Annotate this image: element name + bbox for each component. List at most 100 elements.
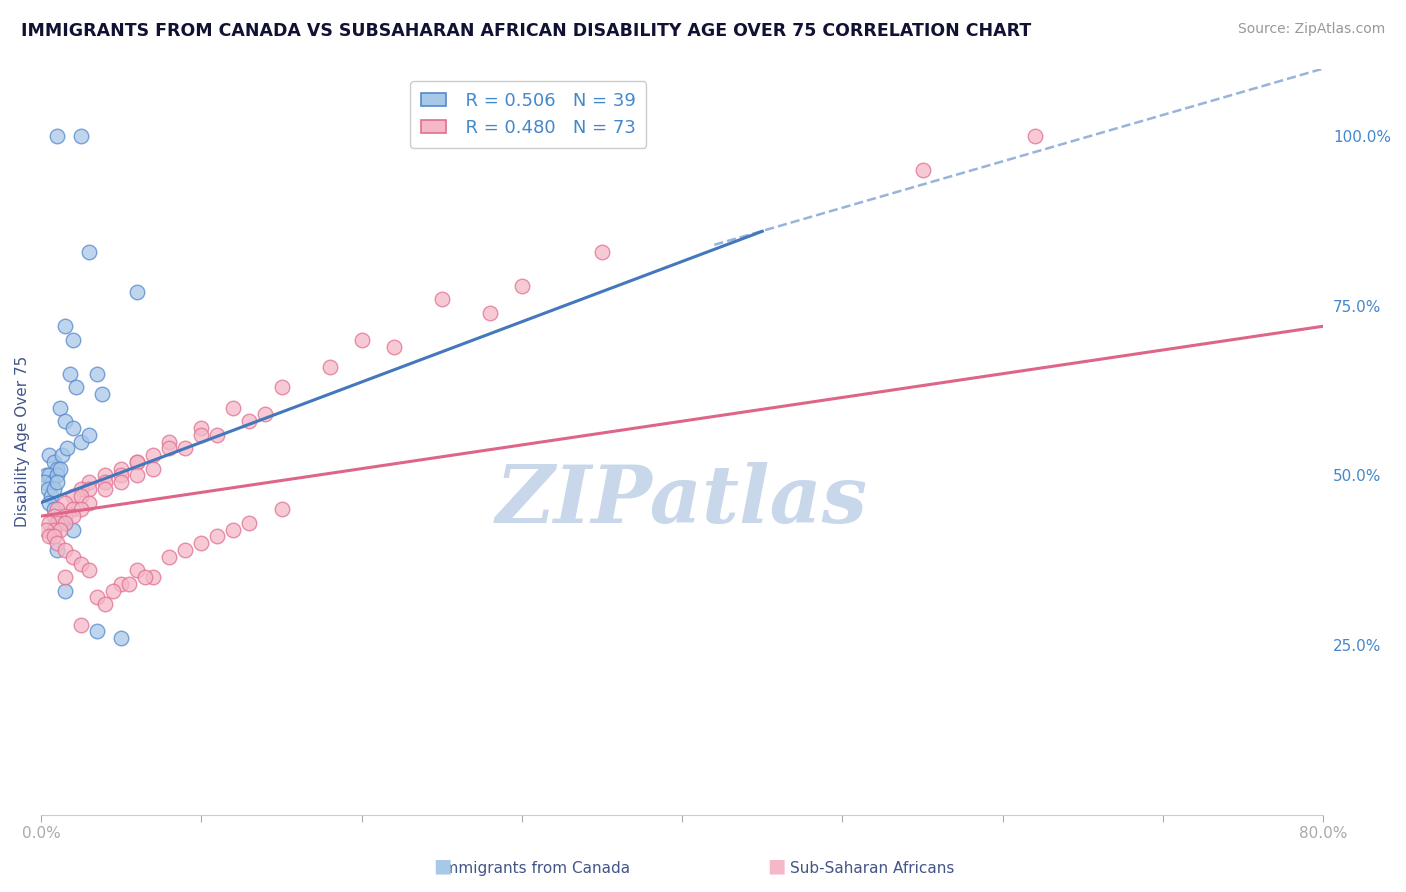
Point <box>42 502 65 516</box>
Point <box>94 468 117 483</box>
Point <box>53 543 76 558</box>
Point <box>110 631 132 645</box>
Point <box>42 455 65 469</box>
Point <box>134 570 156 584</box>
Point <box>53 516 76 530</box>
Point <box>127 455 149 469</box>
Point <box>35 523 58 537</box>
Point <box>382 340 405 354</box>
Point <box>510 278 533 293</box>
Point <box>157 549 180 564</box>
Point <box>270 380 292 394</box>
Point <box>53 509 76 524</box>
Point <box>41 475 63 490</box>
Point <box>127 455 149 469</box>
Point <box>77 495 100 509</box>
Point <box>110 577 132 591</box>
Point <box>118 577 141 591</box>
Point <box>238 414 260 428</box>
Point <box>62 523 84 537</box>
Point <box>55 442 77 456</box>
Point <box>86 591 108 605</box>
Point <box>53 495 76 509</box>
Point <box>70 434 93 449</box>
Point <box>91 387 114 401</box>
Text: ZIPatlas: ZIPatlas <box>496 462 869 540</box>
Point <box>38 516 60 530</box>
Point <box>1024 129 1046 144</box>
Point <box>49 461 72 475</box>
Point <box>49 509 72 524</box>
Point <box>62 489 84 503</box>
Point <box>77 482 100 496</box>
Point <box>190 536 212 550</box>
Point <box>38 495 60 509</box>
Point <box>59 367 82 381</box>
Point <box>38 529 60 543</box>
Point <box>38 448 60 462</box>
Y-axis label: Disability Age Over 75: Disability Age Over 75 <box>15 356 30 527</box>
Point <box>46 536 69 550</box>
Point <box>65 380 87 394</box>
Point <box>37 482 59 496</box>
Point <box>42 529 65 543</box>
Point <box>42 482 65 496</box>
Point <box>77 244 100 259</box>
Text: Immigrants from Canada: Immigrants from Canada <box>439 861 630 876</box>
Text: ■: ■ <box>433 857 453 876</box>
Point <box>62 509 84 524</box>
Point <box>46 129 69 144</box>
Point <box>77 427 100 442</box>
Point <box>127 285 149 300</box>
Point <box>77 563 100 577</box>
Point <box>318 359 340 374</box>
Point <box>46 543 69 558</box>
Point <box>142 461 165 475</box>
Point <box>591 244 613 259</box>
Point <box>94 482 117 496</box>
Point <box>62 549 84 564</box>
Point <box>190 427 212 442</box>
Point <box>46 468 69 483</box>
Point <box>207 529 229 543</box>
Point <box>35 468 58 483</box>
Point <box>46 475 69 490</box>
Point <box>38 468 60 483</box>
Legend:   R = 0.506   N = 39,   R = 0.480   N = 73: R = 0.506 N = 39, R = 0.480 N = 73 <box>411 81 647 148</box>
Point <box>51 448 73 462</box>
Point <box>94 475 117 490</box>
Point <box>53 570 76 584</box>
Point <box>142 448 165 462</box>
Point <box>142 570 165 584</box>
Point <box>127 563 149 577</box>
Point <box>70 129 93 144</box>
Point <box>911 163 934 178</box>
Point <box>110 475 132 490</box>
Point <box>53 414 76 428</box>
Point <box>70 489 93 503</box>
Point <box>70 617 93 632</box>
Point <box>46 516 69 530</box>
Point <box>49 523 72 537</box>
Point <box>190 421 212 435</box>
Point <box>42 509 65 524</box>
Point <box>46 502 69 516</box>
Point <box>62 502 84 516</box>
Point <box>238 516 260 530</box>
Point <box>53 583 76 598</box>
Point <box>103 583 125 598</box>
Point <box>174 543 197 558</box>
Point <box>478 306 501 320</box>
Point <box>42 523 65 537</box>
Point <box>86 367 108 381</box>
Point <box>53 319 76 334</box>
Point <box>157 434 180 449</box>
Point <box>430 292 453 306</box>
Text: Sub-Saharan Africans: Sub-Saharan Africans <box>790 861 953 876</box>
Point <box>62 333 84 347</box>
Point <box>207 427 229 442</box>
Point <box>70 557 93 571</box>
Point <box>157 442 180 456</box>
Point <box>46 461 69 475</box>
Point <box>222 523 245 537</box>
